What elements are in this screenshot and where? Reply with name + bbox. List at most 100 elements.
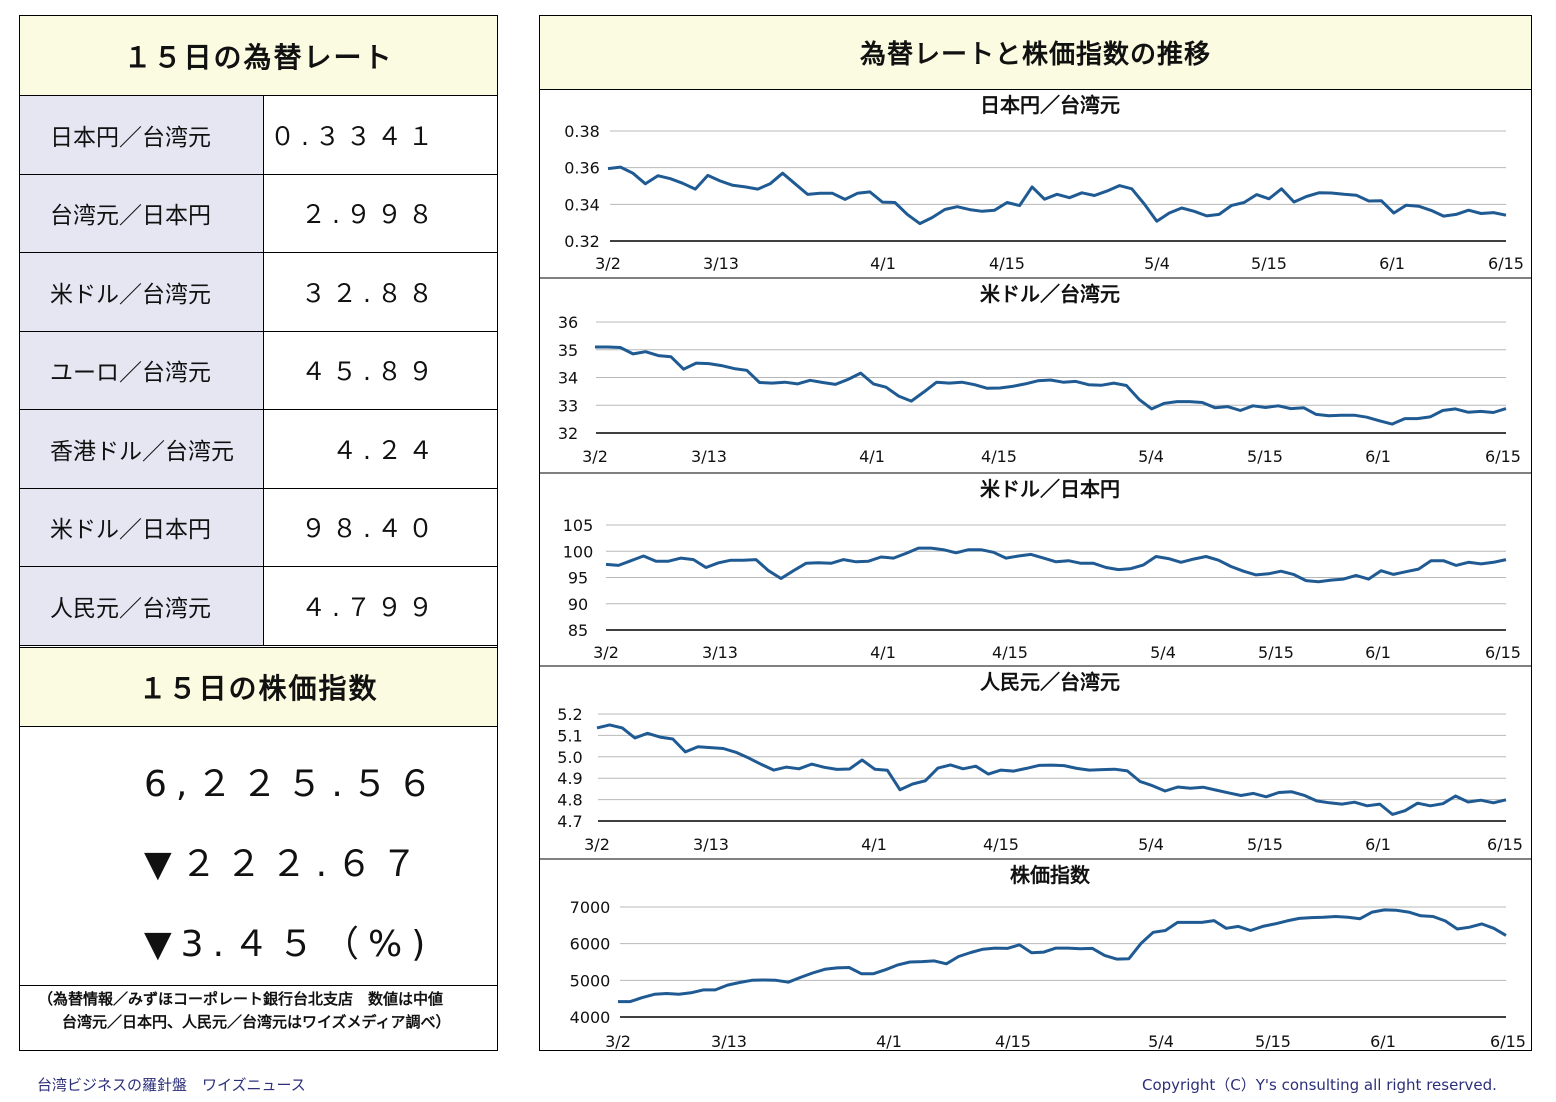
rate-value: ４.７９９ (301, 592, 439, 622)
source-note-line2: 台湾元／日本円、人民元／台湾元はワイズメディア調べ） (62, 1013, 451, 1031)
rate-label: 香港ドル／台湾元 (20, 410, 264, 488)
y-tick-label: 32 (558, 424, 578, 443)
x-tick-label: 6/1 (1379, 254, 1405, 273)
stock-panel-title: １５日の株価指数 (20, 647, 497, 726)
source-note: （為替情報／みずほコーポレート銀行台北支店 数値は中値 台湾元／日本円、人民元／… (20, 988, 497, 1034)
x-tick-label: 4/15 (989, 254, 1025, 273)
x-tick-label: 3/2 (593, 643, 619, 662)
x-tick-label: 5/15 (1247, 835, 1283, 854)
rate-row: 日本円／台湾元 ０.３３４１ (20, 96, 497, 175)
x-tick-label: 4/15 (981, 447, 1017, 466)
x-tick-label: 3/13 (703, 254, 739, 273)
x-tick-label: 3/2 (595, 254, 621, 273)
y-tick-label: 35 (558, 341, 578, 360)
rate-label: 米ドル／日本円 (20, 488, 264, 566)
y-tick-label: 6000 (570, 935, 611, 954)
y-tick-label: 100 (563, 542, 594, 561)
x-tick-label: 4/1 (861, 835, 887, 854)
rates-panel: １５日の為替レート 日本円／台湾元 ０.３３４１ 台湾元／日本円 ２.９９８ 米ドル／台… (19, 15, 498, 1051)
rate-label: 人民元／台湾元 (20, 567, 264, 645)
rate-row: 米ドル／日本円 ９８.４０ (20, 488, 497, 567)
x-tick-label: 5/4 (1138, 835, 1164, 854)
x-tick-label: 5/4 (1148, 1032, 1174, 1050)
rate-value: ４.２４ (332, 435, 439, 465)
charts-svg: 日本円／台湾元 0.32 0.34 0.36 0.38 3/2 3/13 4/1 4/15 5/4… (540, 93, 1531, 1050)
x-tick-label: 3/2 (605, 1032, 631, 1050)
x-tick-label: 6/1 (1370, 1032, 1396, 1050)
series-line (595, 345, 1507, 426)
y-tick-label: 33 (558, 396, 578, 415)
x-tick-label: 3/2 (582, 447, 608, 466)
chart-title: 株価指数 (1010, 863, 1091, 887)
y-tick-label: 5.2 (557, 705, 582, 724)
y-tick-label: 0.36 (564, 159, 600, 178)
x-tick-label: 6/15 (1487, 835, 1523, 854)
x-tick-label: 4/15 (983, 835, 1019, 854)
stock-box: 6,２２５.５６ ▼２２２.６７ ▼3.４５（%) (20, 726, 497, 986)
y-tick-label: 5.0 (557, 748, 582, 767)
x-tick-label: 5/4 (1138, 447, 1164, 466)
x-tick-label: 3/2 (584, 835, 610, 854)
x-tick-label: 4/1 (876, 1032, 902, 1050)
x-tick-label: 4/15 (992, 643, 1028, 662)
rate-table: 日本円／台湾元 ０.３３４１ 台湾元／日本円 ２.９９８ 米ドル／台湾元 ３２.８８ ユーロ… (20, 95, 497, 646)
x-tick-label: 3/13 (702, 643, 738, 662)
y-tick-label: 36 (558, 313, 578, 332)
x-tick-label: 5/15 (1251, 254, 1287, 273)
rate-value: ３２.８８ (301, 278, 439, 308)
rate-row: ユーロ／台湾元 ４５.８９ (20, 331, 497, 410)
x-tick-label: 6/15 (1490, 1032, 1526, 1050)
rate-row: 台湾元／日本円 ２.９９８ (20, 174, 497, 253)
rate-row: 米ドル／台湾元 ３２.８８ (20, 253, 497, 332)
y-tick-label: 7000 (570, 898, 611, 917)
source-note-line1: （為替情報／みずほコーポレート銀行台北支店 数値は中値 (38, 990, 444, 1008)
rate-label: ユーロ／台湾元 (20, 331, 264, 409)
chart-title: 米ドル／台湾元 (980, 282, 1120, 306)
x-tick-label: 6/1 (1365, 643, 1391, 662)
y-tick-label: 4.9 (557, 769, 582, 788)
rates-panel-title: １５日の為替レート (20, 16, 497, 95)
rate-value: ０.３３４１ (270, 121, 439, 151)
x-tick-label: 6/15 (1485, 447, 1521, 466)
x-tick-label: 4/15 (995, 1032, 1031, 1050)
x-tick-label: 6/15 (1485, 643, 1521, 662)
y-tick-label: 0.38 (564, 122, 600, 141)
series-line (596, 723, 1507, 816)
y-tick-label: 0.32 (564, 232, 600, 251)
y-tick-label: 5000 (570, 971, 611, 990)
footer-brand[interactable]: 台湾ビジネスの羅針盤 ワイズニュース (37, 1076, 306, 1094)
y-tick-label: 0.34 (564, 195, 600, 214)
x-tick-label: 5/15 (1258, 643, 1294, 662)
charts-panel: 為替レートと株価指数の推移 日本円／台湾元 0.32 0.34 0.36 0.38 3/2… (539, 15, 1532, 1051)
y-tick-label: 4.8 (557, 791, 582, 810)
series-line (618, 908, 1507, 1004)
stock-index-value: 6,２２５.５６ (144, 764, 442, 805)
y-tick-label: 105 (563, 516, 594, 535)
series-line (605, 546, 1507, 584)
rate-value: ２.９９８ (301, 200, 439, 230)
footer-copyright: Copyright（C）Y's consulting all right res… (1142, 1076, 1497, 1094)
rate-value: ４５.８９ (301, 357, 439, 387)
x-tick-label: 3/13 (711, 1032, 747, 1050)
chart-title: 日本円／台湾元 (980, 93, 1120, 117)
y-tick-label: 85 (568, 621, 588, 640)
charts-panel-title: 為替レートと株価指数の推移 (540, 16, 1531, 90)
x-tick-label: 4/1 (870, 643, 896, 662)
series-line (607, 165, 1507, 226)
y-tick-label: 90 (568, 595, 588, 614)
x-tick-label: 6/1 (1365, 835, 1391, 854)
x-tick-label: 6/1 (1365, 447, 1391, 466)
rate-label: 台湾元／日本円 (20, 174, 264, 252)
rate-row: 人民元／台湾元 ４.７９９ (20, 567, 497, 646)
x-tick-label: 5/4 (1150, 643, 1176, 662)
x-tick-label: 6/15 (1488, 254, 1524, 273)
chart-title: 米ドル／日本円 (980, 477, 1120, 501)
x-tick-label: 5/15 (1255, 1032, 1291, 1050)
x-tick-label: 3/13 (693, 835, 729, 854)
x-tick-label: 4/1 (870, 254, 896, 273)
y-tick-label: 34 (558, 369, 578, 388)
rate-label: 日本円／台湾元 (20, 96, 264, 174)
rate-row: 香港ドル／台湾元 ４.２４ (20, 410, 497, 489)
rate-value: ９８.４０ (301, 514, 439, 544)
x-tick-label: 3/13 (691, 447, 727, 466)
